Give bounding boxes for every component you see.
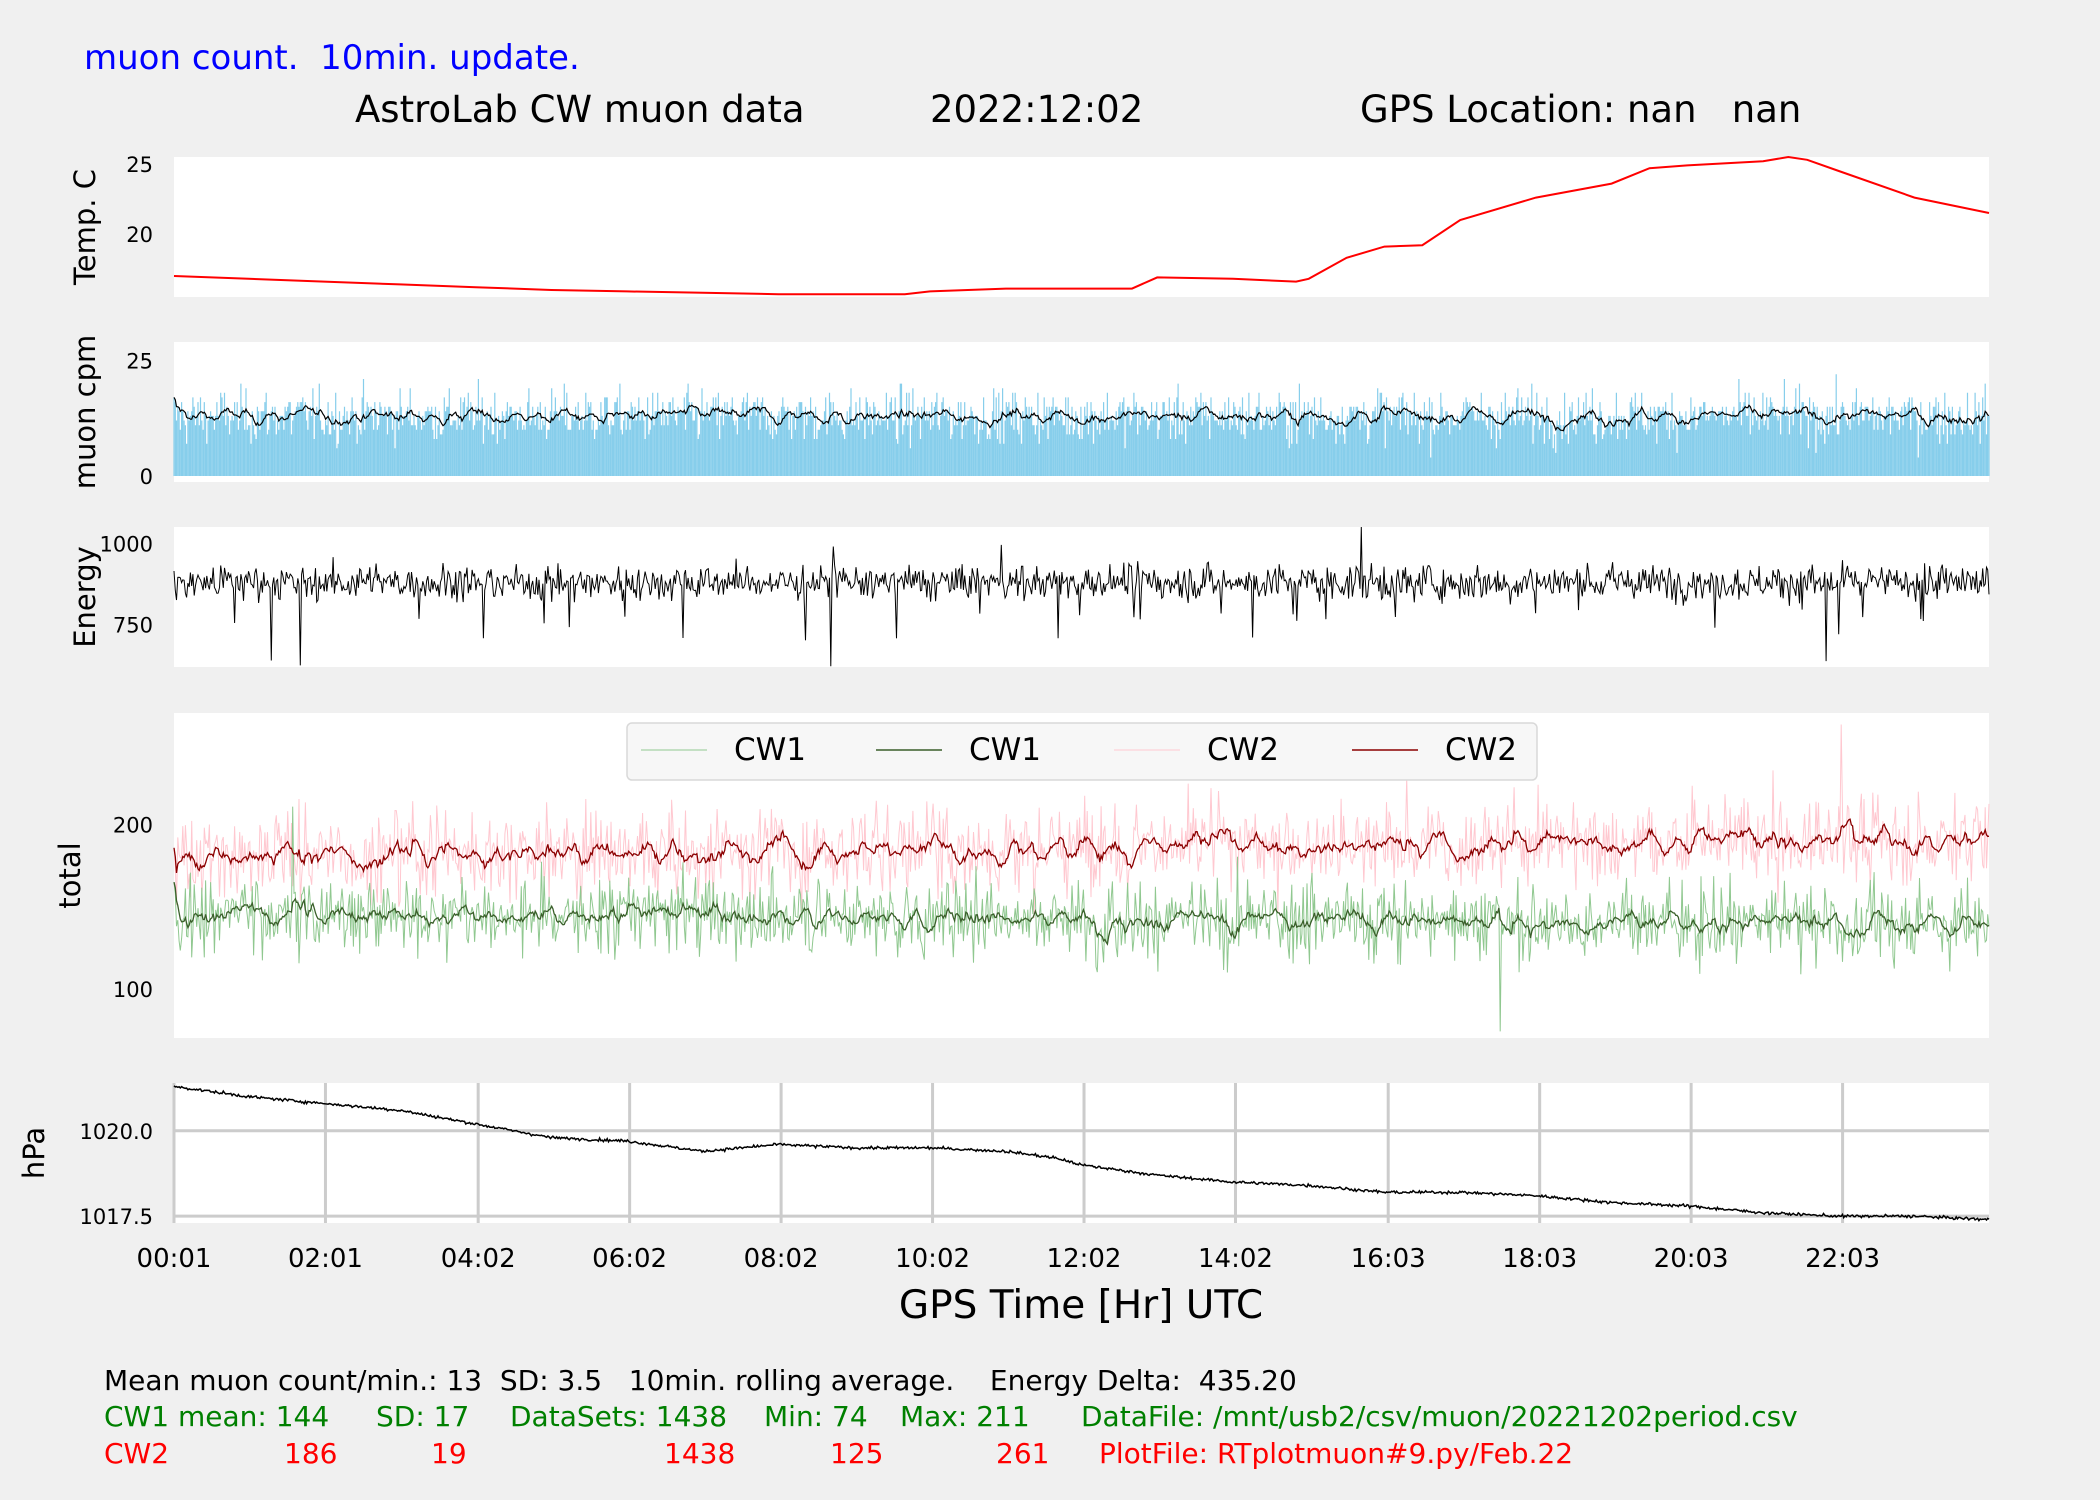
cw2-label: CW2 <box>104 1437 170 1470</box>
muon-rolling-average-line <box>173 397 1990 432</box>
data-file: DataFile: /mnt/usb2/csv/muon/20221202per… <box>1081 1400 1798 1433</box>
plot-file: PlotFile: RTplotmuon#9.py/Feb.22 <box>1099 1437 1574 1470</box>
legend-label-3: CW2 <box>1445 732 1517 768</box>
pressure-ytick-0: 1017.5 <box>80 1205 153 1229</box>
chart-date: 2022:12:02 <box>930 88 1144 131</box>
total-ytick-1: 200 <box>113 814 153 838</box>
pressure-line <box>173 1085 1990 1222</box>
cw2-raw-line <box>173 724 1990 918</box>
x-tick-label-10: 20:03 <box>1654 1244 1729 1274</box>
chart-title: AstroLab CW muon data <box>355 88 805 131</box>
pressure-plot <box>173 1085 1990 1222</box>
x-tick-label-5: 10:02 <box>895 1244 970 1274</box>
temperature-panel <box>174 157 1989 297</box>
cw2-datasets: 1438 <box>664 1437 736 1470</box>
total-plot <box>173 724 1990 1032</box>
pressure-ylabel: hPa <box>17 1127 51 1179</box>
cw1-rolling-average-line <box>173 881 1990 946</box>
pressure-grid <box>172 1083 1989 1223</box>
x-tick-label-2: 04:02 <box>441 1244 516 1274</box>
cw2-max: 261 <box>996 1437 1050 1470</box>
muon-cpm-plot <box>173 374 1990 476</box>
pressure-panel <box>174 1083 1989 1223</box>
temperature-ylabel: Temp. C <box>68 169 102 286</box>
muon_cpm-ytick-1: 25 <box>126 349 153 373</box>
temperature-line <box>173 155 1990 296</box>
temperature-ytick-0: 20 <box>126 223 153 247</box>
legend-label-1: CW1 <box>969 732 1041 768</box>
legend-label-0: CW1 <box>734 732 806 768</box>
cw1-mean: CW1 mean: 144 <box>104 1400 330 1433</box>
pressure-ytick-1: 1020.0 <box>80 1120 153 1144</box>
x-tick-label-3: 06:02 <box>592 1244 667 1274</box>
cw2-sd: 19 <box>431 1437 467 1470</box>
energy-ytick-0: 750 <box>113 614 153 638</box>
cw1-sd: SD: 17 <box>376 1400 470 1433</box>
x-tick-label-4: 08:02 <box>744 1244 819 1274</box>
cw2-mean: 186 <box>284 1437 338 1470</box>
temperature-ytick-1: 25 <box>126 153 153 177</box>
energy-plot <box>173 526 1990 667</box>
energy-ytick-1: 1000 <box>100 532 153 556</box>
x-tick-label-9: 18:03 <box>1502 1244 1577 1274</box>
x-tick-label-6: 12:02 <box>1047 1244 1122 1274</box>
gps-location: GPS Location: nan nan <box>1360 88 1802 131</box>
cw1-raw-line <box>173 806 1990 1032</box>
temperature-plot <box>173 155 1990 296</box>
muon_cpm-ytick-0: 0 <box>140 465 153 489</box>
total-ytick-0: 100 <box>113 978 153 1002</box>
x-tick-label-11: 22:03 <box>1805 1244 1880 1274</box>
muon_cpm-ylabel: muon cpm <box>68 335 102 490</box>
cw2-min: 125 <box>830 1437 884 1470</box>
cw1-min: Min: 74 <box>764 1400 868 1433</box>
legend-box <box>626 722 1538 781</box>
total-legend: CW1 CW1 CW2 CW2 <box>626 722 1538 781</box>
legend-label-2: CW2 <box>1207 732 1279 768</box>
update-note: muon count. 10min. update. <box>84 38 580 78</box>
cw1-max: Max: 211 <box>900 1400 1030 1433</box>
x-tick-label-0: 00:01 <box>137 1244 212 1274</box>
x-tick-label-8: 16:03 <box>1351 1244 1426 1274</box>
energy-line <box>173 526 1990 667</box>
muon-bars <box>173 374 1990 476</box>
x-tick-label-7: 14:02 <box>1198 1244 1273 1274</box>
energy-ylabel: Energy <box>68 546 102 648</box>
total-ylabel: total <box>53 842 87 908</box>
cw2-rolling-average-line <box>173 818 1990 874</box>
stats-summary: Mean muon count/min.: 13 SD: 3.5 10min. … <box>104 1364 1297 1397</box>
cw1-datasets: DataSets: 1438 <box>510 1400 728 1433</box>
x-axis-label: GPS Time [Hr] UTC <box>899 1283 1263 1328</box>
x-tick-label-1: 02:01 <box>288 1244 363 1274</box>
energy-panel <box>174 527 1989 667</box>
